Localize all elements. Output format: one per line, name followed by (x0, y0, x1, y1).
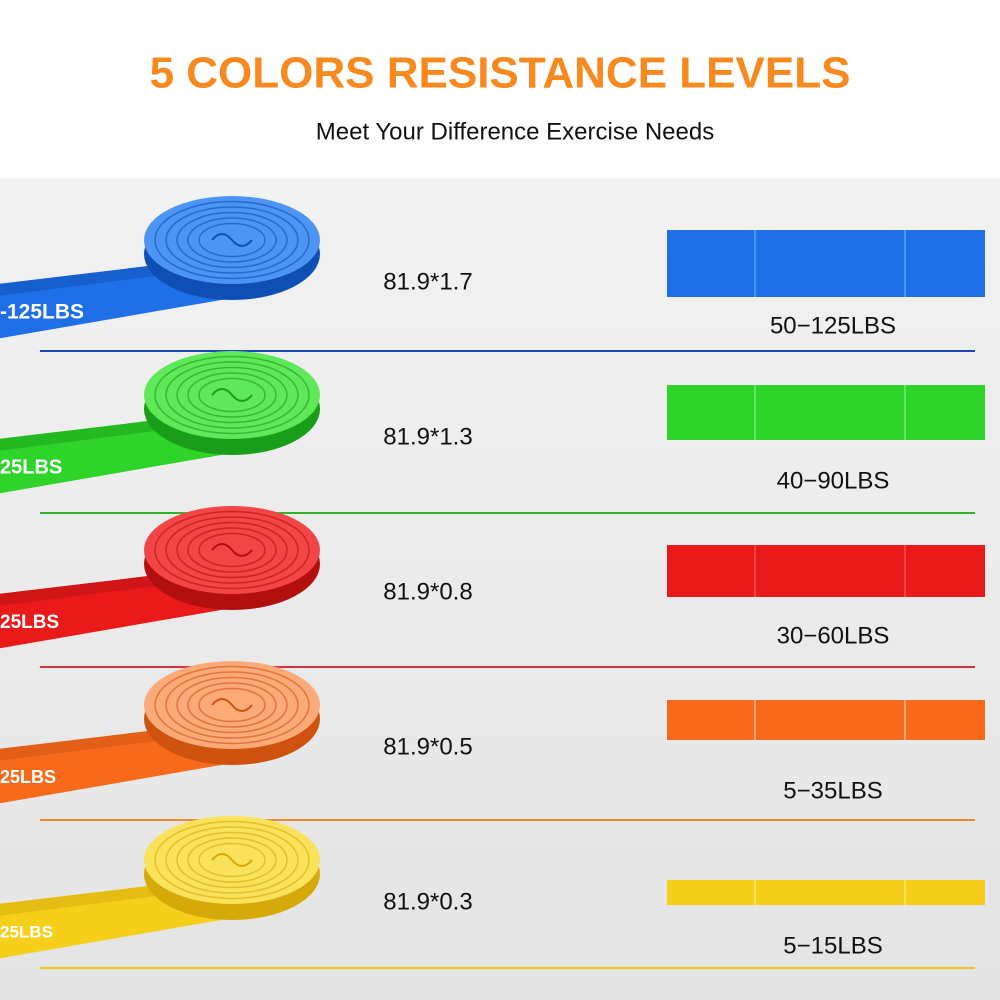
coil-ring (198, 532, 266, 568)
range-label: 5−35LBS (783, 777, 882, 804)
coil-ring (154, 665, 310, 745)
band-text: 25LBS (0, 456, 62, 478)
size-label: 81.9*1.7 (383, 268, 472, 295)
coil-ring (187, 527, 277, 573)
size-label: 81.9*0.8 (383, 578, 472, 605)
coil-ring (198, 687, 266, 723)
size-label: 81.9*0.5 (383, 733, 472, 760)
coil-ring (165, 361, 299, 429)
coil-ring (165, 516, 299, 584)
coil-ring (198, 222, 266, 258)
coil-ring (154, 355, 310, 435)
coil-ring (176, 366, 288, 424)
coil-ring (187, 682, 277, 728)
coil-center (211, 233, 253, 247)
swatch (667, 545, 985, 597)
coil-ring (198, 377, 266, 413)
swatch (667, 385, 985, 440)
row: 25LBS 81.9*0.8 30−60LBS (0, 506, 985, 668)
swatch (667, 880, 985, 905)
coil-center (211, 853, 253, 867)
row: 25LBS 81.9*1.3 40−90LBS (0, 351, 985, 514)
coil-ring (165, 671, 299, 739)
coil-center (211, 698, 253, 712)
row: 25LBS 81.9*0.3 5−15LBS (0, 816, 985, 969)
band-text: 25LBS (0, 922, 53, 941)
coil-center (211, 543, 253, 557)
coil-ring (187, 217, 277, 263)
swatch (667, 230, 985, 297)
range-label: 30−60LBS (777, 622, 890, 649)
band-text: -125LBS (0, 301, 84, 324)
row: 25LBS 81.9*0.5 5−35LBS (0, 661, 985, 821)
coil-ring (176, 211, 288, 269)
coil-ring (154, 200, 310, 280)
size-label: 81.9*0.3 (383, 888, 472, 915)
subtitle: Meet Your Difference Exercise Needs (316, 118, 714, 145)
title: 5 COLORS RESISTANCE LEVELS (150, 49, 851, 98)
coil-ring (154, 510, 310, 590)
coil-ring (176, 676, 288, 734)
coil-center (211, 388, 253, 402)
swatch (667, 700, 985, 740)
row: -125LBS 81.9*1.7 50−125LBS (0, 196, 985, 352)
coil-ring (165, 826, 299, 894)
coil-ring (154, 820, 310, 900)
range-label: 50−125LBS (770, 312, 896, 339)
coil-ring (198, 842, 266, 878)
coil-ring (176, 521, 288, 579)
coil-ring (187, 837, 277, 883)
coil-ring (165, 206, 299, 274)
coil-ring (176, 831, 288, 889)
range-label: 40−90LBS (777, 467, 890, 494)
size-label: 81.9*1.3 (383, 423, 472, 450)
range-label: 5−15LBS (783, 932, 882, 959)
band-text: 25LBS (0, 767, 56, 787)
band-text: 25LBS (0, 612, 59, 633)
coil-ring (187, 372, 277, 418)
